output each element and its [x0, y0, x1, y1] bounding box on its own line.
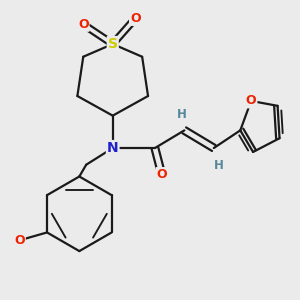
Text: O: O — [78, 18, 88, 31]
Text: S: S — [108, 37, 118, 51]
Text: N: N — [107, 141, 118, 155]
Text: H: H — [176, 108, 186, 121]
Text: O: O — [157, 168, 167, 181]
Text: H: H — [214, 159, 224, 172]
Text: O: O — [130, 12, 141, 25]
Text: O: O — [246, 94, 256, 107]
Text: O: O — [14, 234, 25, 247]
